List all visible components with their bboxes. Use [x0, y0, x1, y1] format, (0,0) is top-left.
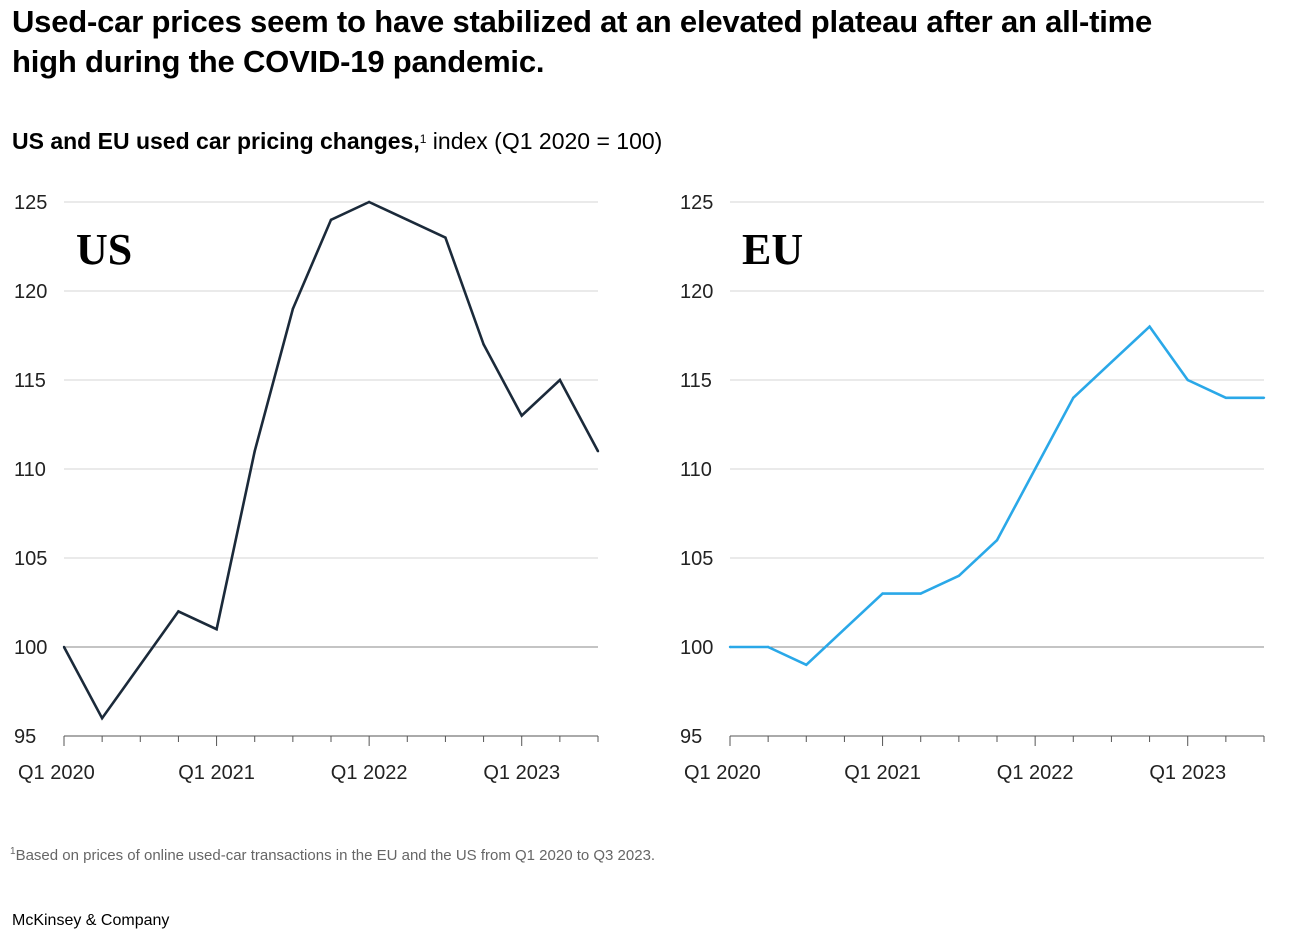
data-point — [1110, 361, 1113, 364]
data-point — [957, 574, 961, 577]
data-point — [558, 378, 562, 382]
headline: Used-car prices seem to have stabilized … — [12, 4, 1153, 79]
data-point — [62, 645, 66, 649]
data-point — [482, 343, 485, 346]
data-point — [444, 236, 447, 239]
data-point — [881, 592, 884, 595]
data-point — [520, 414, 523, 417]
y-tick-label: 115 — [14, 370, 46, 392]
us-chart: 95 100 105 110 115 120 125 Q1 2020 Q1 2021 Q1 202… — [14, 192, 600, 784]
subtitle-bold: US and EU used car pricing changes, — [12, 128, 420, 154]
data-point — [177, 610, 180, 613]
series-line — [62, 200, 600, 721]
data-point — [215, 628, 218, 631]
y-tick-label: 95 — [680, 726, 702, 748]
brand-name: McKinsey & Company — [12, 912, 170, 929]
footnote-text: Based on prices of online used-car trans… — [15, 847, 656, 864]
y-tick-label: 110 — [680, 459, 712, 481]
eu-chart: 95 100 105 110 115 120 125 Q1 2020 Q1 2021 Q1 202… — [680, 192, 1266, 784]
subtitle-rest: index (Q1 2020 = 100) — [426, 128, 663, 154]
panel-label: US — [76, 225, 132, 274]
footnote-marker: 1 — [419, 132, 427, 146]
panel-label: EU — [742, 225, 803, 274]
y-tick-label: 100 — [14, 637, 47, 659]
data-point — [367, 200, 371, 204]
data-point — [1224, 396, 1228, 399]
data-point — [1148, 325, 1151, 328]
y-tick-label: 125 — [14, 192, 47, 214]
data-point — [766, 645, 770, 649]
y-tick-label: 100 — [680, 637, 713, 659]
data-point — [1262, 396, 1266, 399]
footnote: 1Based on prices of online used-car tran… — [10, 846, 655, 864]
y-tick-label: 95 — [14, 726, 36, 748]
data-point — [596, 450, 600, 453]
y-tick-label: 120 — [14, 281, 47, 303]
x-tick-label: Q1 2021 — [178, 762, 255, 784]
x-tick-label: Q1 2023 — [1149, 762, 1226, 784]
footnote-number: 1 — [10, 846, 16, 857]
data-point — [843, 628, 846, 631]
y-tick-label: 115 — [680, 370, 712, 392]
chart-subtitle: US and EU used car pricing changes,1 ind… — [12, 126, 662, 156]
data-point — [805, 663, 808, 666]
data-point — [406, 218, 409, 221]
y-tick-label: 105 — [680, 548, 713, 570]
series-line — [730, 324, 1264, 667]
data-point — [291, 307, 295, 310]
y-tick-label: 110 — [14, 459, 46, 481]
x-tick-label: Q1 2022 — [997, 762, 1074, 784]
y-tick-label: 125 — [680, 192, 713, 214]
data-point — [1186, 378, 1189, 382]
data-point — [139, 663, 142, 666]
x-tick-label: Q1 2021 — [844, 762, 921, 784]
y-tick-label: 105 — [14, 548, 47, 570]
data-point — [1072, 396, 1075, 399]
x-tick-label: Q1 2022 — [331, 762, 408, 784]
data-point — [253, 450, 256, 453]
x-tick-label: Q1 2020 — [18, 762, 95, 784]
x-tick-label: Q1 2020 — [684, 762, 761, 784]
data-point — [100, 717, 104, 720]
x-tick-label: Q1 2023 — [483, 762, 560, 784]
y-tick-label: 120 — [680, 281, 713, 303]
data-point — [329, 218, 333, 221]
data-point — [919, 592, 922, 595]
data-point — [995, 539, 999, 542]
data-point — [728, 645, 732, 649]
data-point — [1033, 467, 1037, 471]
